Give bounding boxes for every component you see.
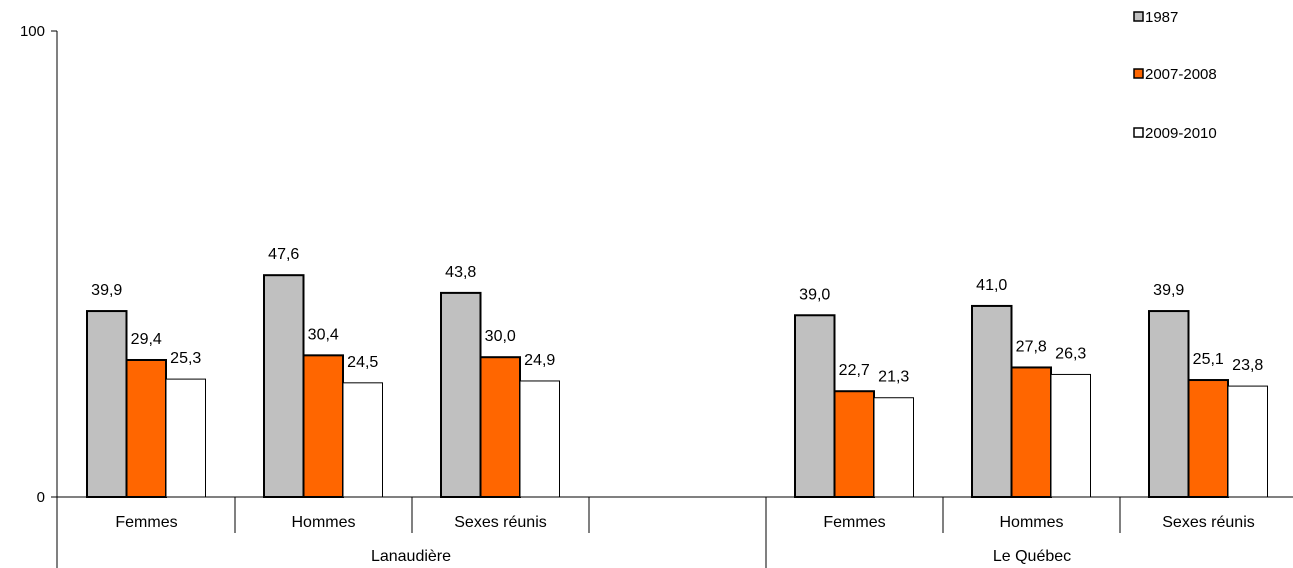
bar-20092010-0-1 — [342, 382, 383, 498]
data-label: 24,5 — [347, 354, 378, 371]
group-label: Le Québec — [993, 548, 1071, 565]
category-label: Sexes réunis — [1162, 514, 1255, 531]
legend-swatch — [1133, 11, 1144, 22]
bar-20092010-0-2 — [519, 380, 560, 498]
data-label: 39,0 — [799, 286, 830, 303]
bar-20092010-1-1 — [1050, 373, 1091, 498]
bar-20072008-1-1 — [1010, 366, 1052, 498]
bar-1987-1-1 — [971, 304, 1013, 498]
bar-20092010-0-0 — [165, 378, 206, 498]
legend-swatch — [1133, 68, 1144, 79]
y-tick-label: 100 — [20, 23, 45, 40]
bar-1987-0-0 — [86, 310, 128, 499]
category-label: Sexes réunis — [454, 514, 547, 531]
chart-data-labels: 39,9 29,4 25,3 47,6 30,4 24,5 43,8 30,0 24,9 39,0… — [91, 246, 1263, 386]
data-label: 22,7 — [839, 362, 870, 379]
data-label: 29,4 — [131, 331, 162, 348]
legend-label: 2007-2008 — [1145, 66, 1217, 83]
data-label: 26,3 — [1055, 345, 1086, 362]
category-label: Femmes — [823, 514, 885, 531]
category-label: Femmes — [115, 514, 177, 531]
data-label: 21,3 — [878, 369, 909, 386]
legend-label: 2009-2010 — [1145, 125, 1217, 142]
legend-swatch — [1133, 127, 1144, 138]
bar-20072008-1-0 — [833, 390, 875, 498]
bar-20072008-1-2 — [1187, 379, 1229, 498]
data-label: 39,9 — [1153, 282, 1184, 299]
chart-axes: 0 100 — [20, 23, 1293, 568]
data-label: 39,9 — [91, 282, 122, 299]
data-label: 23,8 — [1232, 357, 1263, 374]
data-label: 24,9 — [524, 352, 555, 369]
data-label: 25,3 — [170, 350, 201, 367]
bar-20072008-0-2 — [479, 356, 521, 499]
category-label: Hommes — [291, 514, 355, 531]
bar-1987-1-2 — [1148, 310, 1190, 499]
legend-label: 1987 — [1145, 9, 1178, 26]
bar-1987-1-0 — [794, 314, 836, 499]
category-label: Hommes — [999, 514, 1063, 531]
bar-20092010-1-0 — [873, 397, 914, 498]
data-label: 25,1 — [1193, 351, 1224, 368]
chart-bars — [86, 274, 1268, 499]
data-label: 47,6 — [268, 246, 299, 263]
data-label: 30,4 — [308, 326, 339, 343]
data-label: 41,0 — [976, 277, 1007, 294]
chart-legend: 1987 2007-2008 2009-2010 — [1133, 9, 1217, 142]
data-label: 30,0 — [485, 328, 516, 345]
data-label: 43,8 — [445, 264, 476, 281]
bar-20072008-0-1 — [302, 354, 344, 498]
y-tick-label: 0 — [37, 489, 45, 506]
chart-category-labels: Femmes Hommes Sexes réunisLanaudièreFemmes… — [115, 514, 1254, 565]
data-label: 27,8 — [1016, 338, 1047, 355]
group-label: Lanaudière — [371, 548, 451, 565]
bar-20072008-0-0 — [125, 358, 167, 498]
bar-1987-0-1 — [263, 274, 305, 498]
bar-1987-0-2 — [440, 291, 482, 498]
bar-20092010-1-2 — [1227, 385, 1268, 498]
